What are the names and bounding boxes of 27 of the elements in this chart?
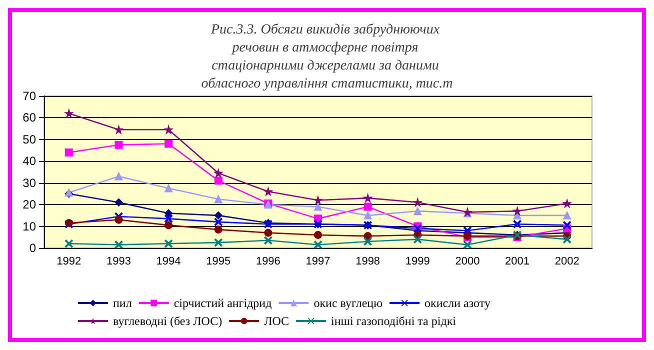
y-tick-label: 0 xyxy=(29,241,36,255)
x-tick-label: 1996 xyxy=(256,256,280,268)
x-tick-label: 2002 xyxy=(554,256,580,268)
x-tick-label: 2000 xyxy=(455,256,480,268)
legend-label: інші газоподібні та рідкі xyxy=(331,314,457,328)
chart-title: Рис.3.3. Обсяги викидів забруднюючих речовин в атмосферне повітря стаціонарними джерелами за даними обласного управління статистики, тис.т xyxy=(201,22,453,92)
y-tick-label: 40 xyxy=(22,154,36,168)
x-tick-label: 1995 xyxy=(206,256,231,268)
legend-label: сірчистий ангідрид xyxy=(174,296,272,310)
x-tick-label: 1998 xyxy=(356,256,380,268)
y-tick-label: 50 xyxy=(22,132,36,146)
legend-label: окисли азоту xyxy=(424,296,490,310)
legend-label: вуглеводні (без ЛОС) xyxy=(113,314,222,328)
y-tick-label: 10 xyxy=(22,219,36,234)
legend-label: пил xyxy=(113,296,132,310)
y-tick-label: 60 xyxy=(22,110,36,125)
legend-label: окис вуглецю xyxy=(314,296,383,310)
x-tick-label: 1992 xyxy=(56,256,82,268)
y-tick-label: 30 xyxy=(22,176,36,190)
x-tick-label: 1993 xyxy=(106,256,131,268)
x-tick-label: 1994 xyxy=(156,256,181,268)
y-tick-label: 70 xyxy=(22,89,36,103)
y-tick-label: 20 xyxy=(22,198,36,212)
legend-label: ЛОС xyxy=(264,314,290,328)
x-tick-label: 2001 xyxy=(505,256,530,268)
x-tick-label: 1997 xyxy=(306,256,330,268)
x-tick-label: 1999 xyxy=(405,256,430,268)
